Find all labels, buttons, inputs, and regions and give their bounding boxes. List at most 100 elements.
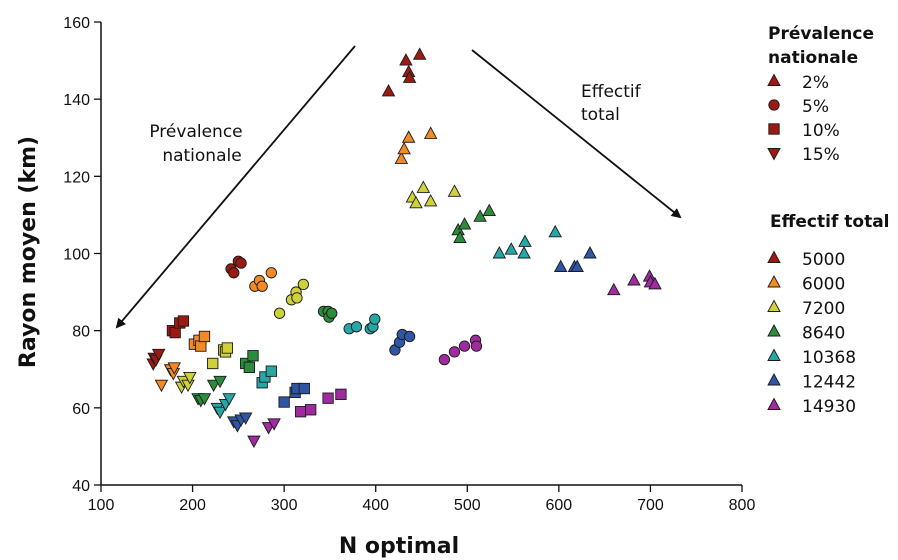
legend-effectif-label: 14930	[802, 397, 856, 417]
data-point	[222, 393, 236, 406]
series-10pct-7200	[207, 342, 234, 370]
data-point	[298, 382, 310, 395]
x-tick-label: 300	[271, 497, 298, 514]
legend-marker-triangle	[767, 250, 781, 263]
plot-area: 100 200 300 400 500 600 700 800 40 60 80 100 120 140…	[63, 15, 755, 514]
data-point	[267, 418, 281, 431]
data-point	[335, 388, 347, 400]
series-15pct-6000	[154, 362, 182, 393]
data-point	[482, 203, 497, 217]
data-point	[195, 340, 207, 352]
series-2pct-7200	[405, 180, 462, 209]
series-15pct-14930	[247, 418, 281, 449]
series-5pct-7200	[273, 278, 310, 319]
data-point	[265, 267, 277, 279]
annotation-prevalence-line-2: nationale	[162, 146, 241, 166]
data-point	[198, 330, 211, 343]
x-tick-label: 800	[729, 497, 756, 514]
data-point	[207, 357, 219, 370]
data-point	[213, 375, 227, 389]
data-point	[369, 313, 381, 325]
x-tick-label: 400	[362, 497, 389, 514]
data-point	[457, 217, 472, 230]
y-tick-label: 80	[72, 324, 90, 341]
legend-prevalence-label: 2%	[802, 73, 829, 93]
data-point	[409, 195, 423, 209]
legend-prevalence-entries: 2% 5% 10% 15%	[767, 73, 840, 165]
series-15pct-10368	[210, 393, 236, 420]
data-point	[350, 321, 363, 333]
data-point	[403, 330, 416, 343]
legend-effectif-entries: 5000 6000 7200 8640 10368 12442 14930	[767, 250, 856, 417]
data-point	[297, 278, 310, 291]
series-10pct-8640	[240, 350, 259, 373]
annotation-effectif: Effectif total	[471, 49, 682, 219]
legend-marker-triangle	[767, 324, 781, 337]
x-tick-label: 100	[88, 497, 115, 514]
series-2pct-8640	[451, 203, 497, 244]
data-point	[548, 224, 562, 238]
annotation-effectif-line-2: total	[581, 105, 620, 125]
legend-effectif: Effectif total 5000 6000 7200 8640 10368 1244…	[767, 212, 890, 417]
data-point	[247, 435, 261, 449]
data-point	[322, 392, 334, 404]
series-10pct-5000	[166, 315, 190, 339]
series-2pct-14930	[607, 269, 662, 296]
data-point	[583, 246, 597, 259]
series-5pct-14930	[438, 334, 483, 366]
data-point	[291, 292, 303, 304]
y-tick-label: 120	[63, 169, 90, 186]
data-point	[247, 350, 259, 362]
annotation-effectif-line-1: Effectif	[581, 82, 642, 102]
data-point	[402, 70, 417, 83]
legend-marker-square	[768, 123, 780, 135]
data-point	[273, 307, 286, 319]
data-point	[259, 371, 271, 383]
data-points	[146, 47, 662, 449]
data-point	[423, 193, 438, 207]
annotation-prevalence-line-1: Prévalence	[149, 122, 242, 142]
series-2pct-5000	[381, 47, 427, 97]
data-point	[397, 141, 411, 155]
data-point	[492, 246, 507, 259]
data-point	[438, 353, 451, 366]
data-point	[518, 234, 532, 247]
legend-marker-circle	[768, 99, 780, 111]
series-2pct-6000	[394, 126, 438, 164]
x-tick-label: 700	[637, 497, 664, 514]
data-point	[206, 379, 221, 393]
legend-prevalence-label: 15%	[802, 145, 840, 165]
data-point	[177, 315, 190, 327]
data-point	[197, 393, 212, 406]
y-tick-label: 160	[63, 15, 90, 32]
data-point	[305, 404, 317, 416]
legend-marker-triangle	[767, 348, 781, 361]
data-point	[221, 342, 234, 354]
legend-effectif-title: Effectif total	[770, 212, 890, 232]
legend-prevalence-title-line-2: nationale	[768, 48, 858, 68]
arrow-prevalence	[115, 45, 356, 329]
legend-prevalence-title-line-1: Prévalence	[768, 24, 874, 44]
data-point	[169, 326, 181, 339]
data-point	[553, 259, 568, 272]
legend-prevalence: Prévalence nationale 2% 5% 10% 15%	[767, 24, 874, 165]
series-5pct-8640	[317, 305, 338, 323]
series-5pct-12442	[389, 328, 416, 356]
series-15pct-8640	[191, 375, 227, 408]
data-point	[154, 379, 169, 393]
legend-effectif-label: 5000	[802, 250, 845, 270]
data-point	[447, 184, 462, 197]
x-axis-label: N optimal	[339, 534, 459, 559]
data-point	[416, 180, 431, 193]
series-2pct-12442	[553, 246, 597, 272]
data-point	[458, 340, 471, 352]
data-point	[401, 130, 416, 143]
legend-marker-triangle-down	[767, 148, 781, 161]
data-point	[470, 340, 483, 352]
annotation-prevalence: Prévalence nationale	[115, 45, 356, 329]
legend-marker-triangle	[767, 373, 781, 386]
x-tick-label: 200	[179, 497, 206, 514]
series-10pct-12442	[278, 382, 310, 408]
y-tick-label: 60	[72, 401, 90, 418]
